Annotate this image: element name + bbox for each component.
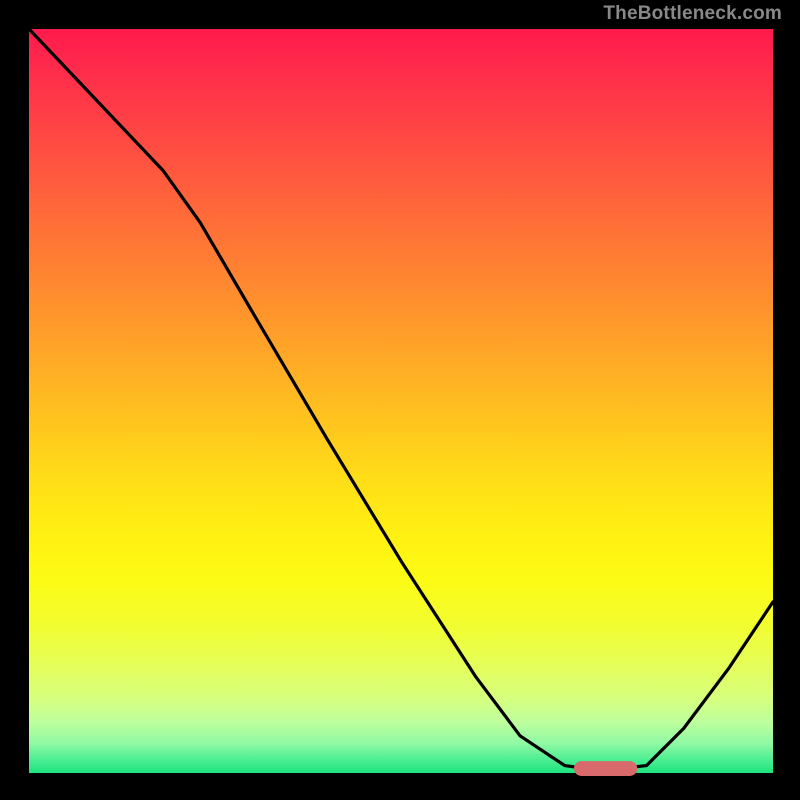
bottleneck-chart (0, 0, 800, 800)
optimal-marker (574, 761, 637, 776)
plot-background (29, 29, 773, 773)
chart-container: TheBottleneck.com (0, 0, 800, 800)
watermark-text: TheBottleneck.com (603, 3, 782, 25)
